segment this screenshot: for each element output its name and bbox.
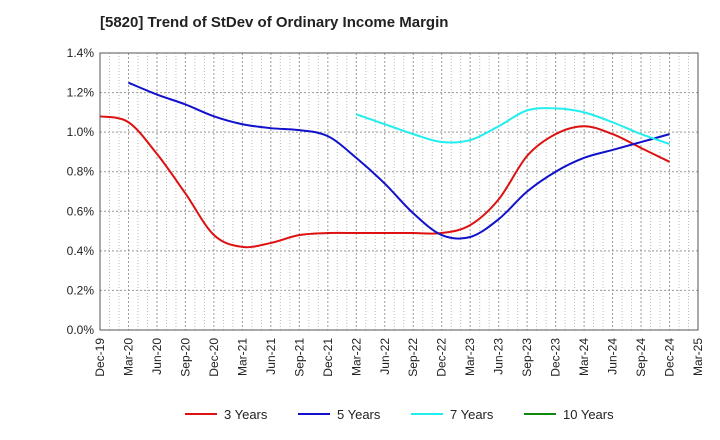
x-tick-label: Sep-23 [520,338,534,377]
y-tick-label: 0.2% [67,283,95,297]
x-tick-label: Sep-22 [406,338,420,377]
y-tick-label: 0.0% [67,323,95,337]
x-tick-label: Mar-22 [349,338,363,376]
x-tick-label: Mar-23 [463,338,477,376]
x-tick-label: Dec-20 [207,338,221,377]
legend-label-3-years: 3 Years [224,407,268,422]
x-tick-label: Dec-22 [435,338,449,377]
x-tick-label: Jun-22 [378,338,392,375]
plot-frame [99,52,699,331]
x-tick-label: Jun-23 [492,338,506,375]
series-line-7-years [355,107,670,145]
x-tick-label: Jun-24 [606,338,620,375]
x-axis: Dec-19 Mar-20 Jun-20 Sep-20 Dec-20 Mar-21 Jun-… [93,338,705,377]
x-tick-label: Sep-21 [292,338,306,377]
y-tick-label: 0.8% [67,165,95,179]
grid-lines [100,52,698,330]
x-tick-label: Dec-23 [549,338,563,377]
x-tick-label: Jun-20 [150,338,164,375]
legend-label-7-years: 7 Years [450,407,494,422]
x-tick-label: Sep-24 [634,338,648,377]
x-tick-label: Mar-24 [577,338,591,376]
x-tick-label: Mar-20 [121,338,135,376]
y-tick-label: 1.0% [67,125,95,139]
legend-label-10-years: 10 Years [563,407,614,422]
y-tick-label: 0.6% [67,204,95,218]
legend-label-5-years: 5 Years [337,407,381,422]
series-line-5-years [128,81,670,240]
series-line-3-years [99,115,670,249]
x-tick-label: Dec-24 [663,338,677,377]
chart-title: [5820] Trend of StDev of Ordinary Income… [100,14,449,31]
legend: 3 Years 5 Years 7 Years 10 Years [185,407,614,422]
x-tick-label: Mar-25 [691,338,705,376]
y-tick-label: 1.4% [67,46,95,60]
y-tick-label: 0.4% [67,244,95,258]
x-tick-label: Dec-19 [93,338,107,377]
x-tick-label: Mar-21 [235,338,249,376]
y-axis: 0.0% 0.2% 0.4% 0.6% 0.8% 1.0% 1.2% 1.4% [67,46,95,337]
series-lines [99,81,670,249]
x-tick-label: Jun-21 [264,338,278,375]
x-tick-label: Dec-21 [321,338,335,377]
y-tick-label: 1.2% [67,86,95,100]
x-tick-label: Sep-20 [178,338,192,377]
